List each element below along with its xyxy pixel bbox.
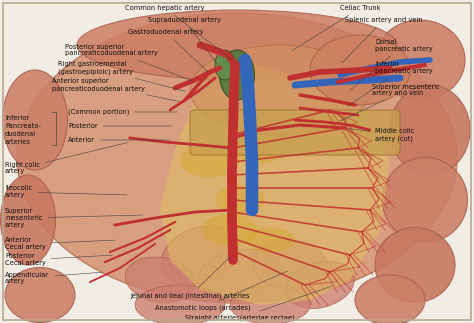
Ellipse shape [17,13,457,303]
Ellipse shape [286,261,354,308]
Ellipse shape [375,227,455,303]
Text: Supraduodenal artery: Supraduodenal artery [148,17,221,66]
Text: Jejunal and ileal (intestinal) arteries: Jejunal and ileal (intestinal) arteries [130,257,249,299]
Text: arteries: arteries [5,139,31,145]
Ellipse shape [77,10,397,80]
Ellipse shape [237,136,283,164]
Text: duodenal: duodenal [5,131,36,137]
Text: Inferior
pancreatic artery: Inferior pancreatic artery [347,61,433,107]
Text: Splenic artery and vein: Splenic artery and vein [342,17,422,63]
Ellipse shape [202,214,257,246]
Polygon shape [160,65,390,305]
Ellipse shape [390,85,470,175]
Text: Anastomotic loops (arcades): Anastomotic loops (arcades) [155,271,287,311]
Text: Ileocolic
artery: Ileocolic artery [5,185,127,199]
Ellipse shape [190,45,370,135]
Ellipse shape [215,185,265,215]
Ellipse shape [253,240,328,290]
Text: Right gastroemental
(gastroepiploic) artery: Right gastroemental (gastroepiploic) art… [58,61,185,91]
Ellipse shape [375,20,465,100]
Text: Anterior
Cecal artery: Anterior Cecal artery [5,237,115,251]
Text: Posterior
Cecal artery: Posterior Cecal artery [5,254,112,266]
Ellipse shape [161,226,239,284]
Text: Straight arteries(arteriae rectae): Straight arteries(arteriae rectae) [185,286,332,321]
Text: Anterior superior
pancreaticoduodenal artery: Anterior superior pancreaticoduodenal ar… [52,78,179,101]
Text: Pancreato-: Pancreato- [5,123,41,129]
Text: Common hepatic artery: Common hepatic artery [125,5,233,60]
Ellipse shape [383,158,467,243]
Text: Inferior: Inferior [5,115,29,121]
Text: Celiac Trunk: Celiac Trunk [292,5,381,50]
Ellipse shape [0,175,55,265]
Ellipse shape [246,227,294,253]
Text: Posterior superior
pancreaticoduodenal artery: Posterior superior pancreaticoduodenal a… [65,44,192,81]
Text: Anterior: Anterior [68,137,169,143]
Text: Dorsal
pancreatic artery: Dorsal pancreatic artery [350,38,433,90]
Text: (Common portion): (Common portion) [68,109,177,115]
FancyBboxPatch shape [190,110,400,155]
Ellipse shape [125,257,195,303]
Text: Superior
mesenteric
artery: Superior mesenteric artery [5,208,142,228]
Ellipse shape [215,50,235,80]
Ellipse shape [219,50,255,100]
Text: Right colic
artery: Right colic artery [5,143,128,174]
Text: Middle colic
artery (cut): Middle colic artery (cut) [348,128,414,142]
Text: Gastroduodenal artery: Gastroduodenal artery [128,29,208,72]
Ellipse shape [310,35,410,105]
Ellipse shape [135,285,225,323]
Text: Appendicular
artery: Appendicular artery [5,272,102,285]
Ellipse shape [230,286,310,323]
Ellipse shape [355,275,425,323]
Ellipse shape [5,267,75,322]
Ellipse shape [2,70,67,170]
Text: Superior mesenteric
artery and vein: Superior mesenteric artery and vein [340,84,440,121]
Text: Posterior: Posterior [68,123,172,129]
Ellipse shape [198,249,282,301]
Ellipse shape [180,142,240,178]
